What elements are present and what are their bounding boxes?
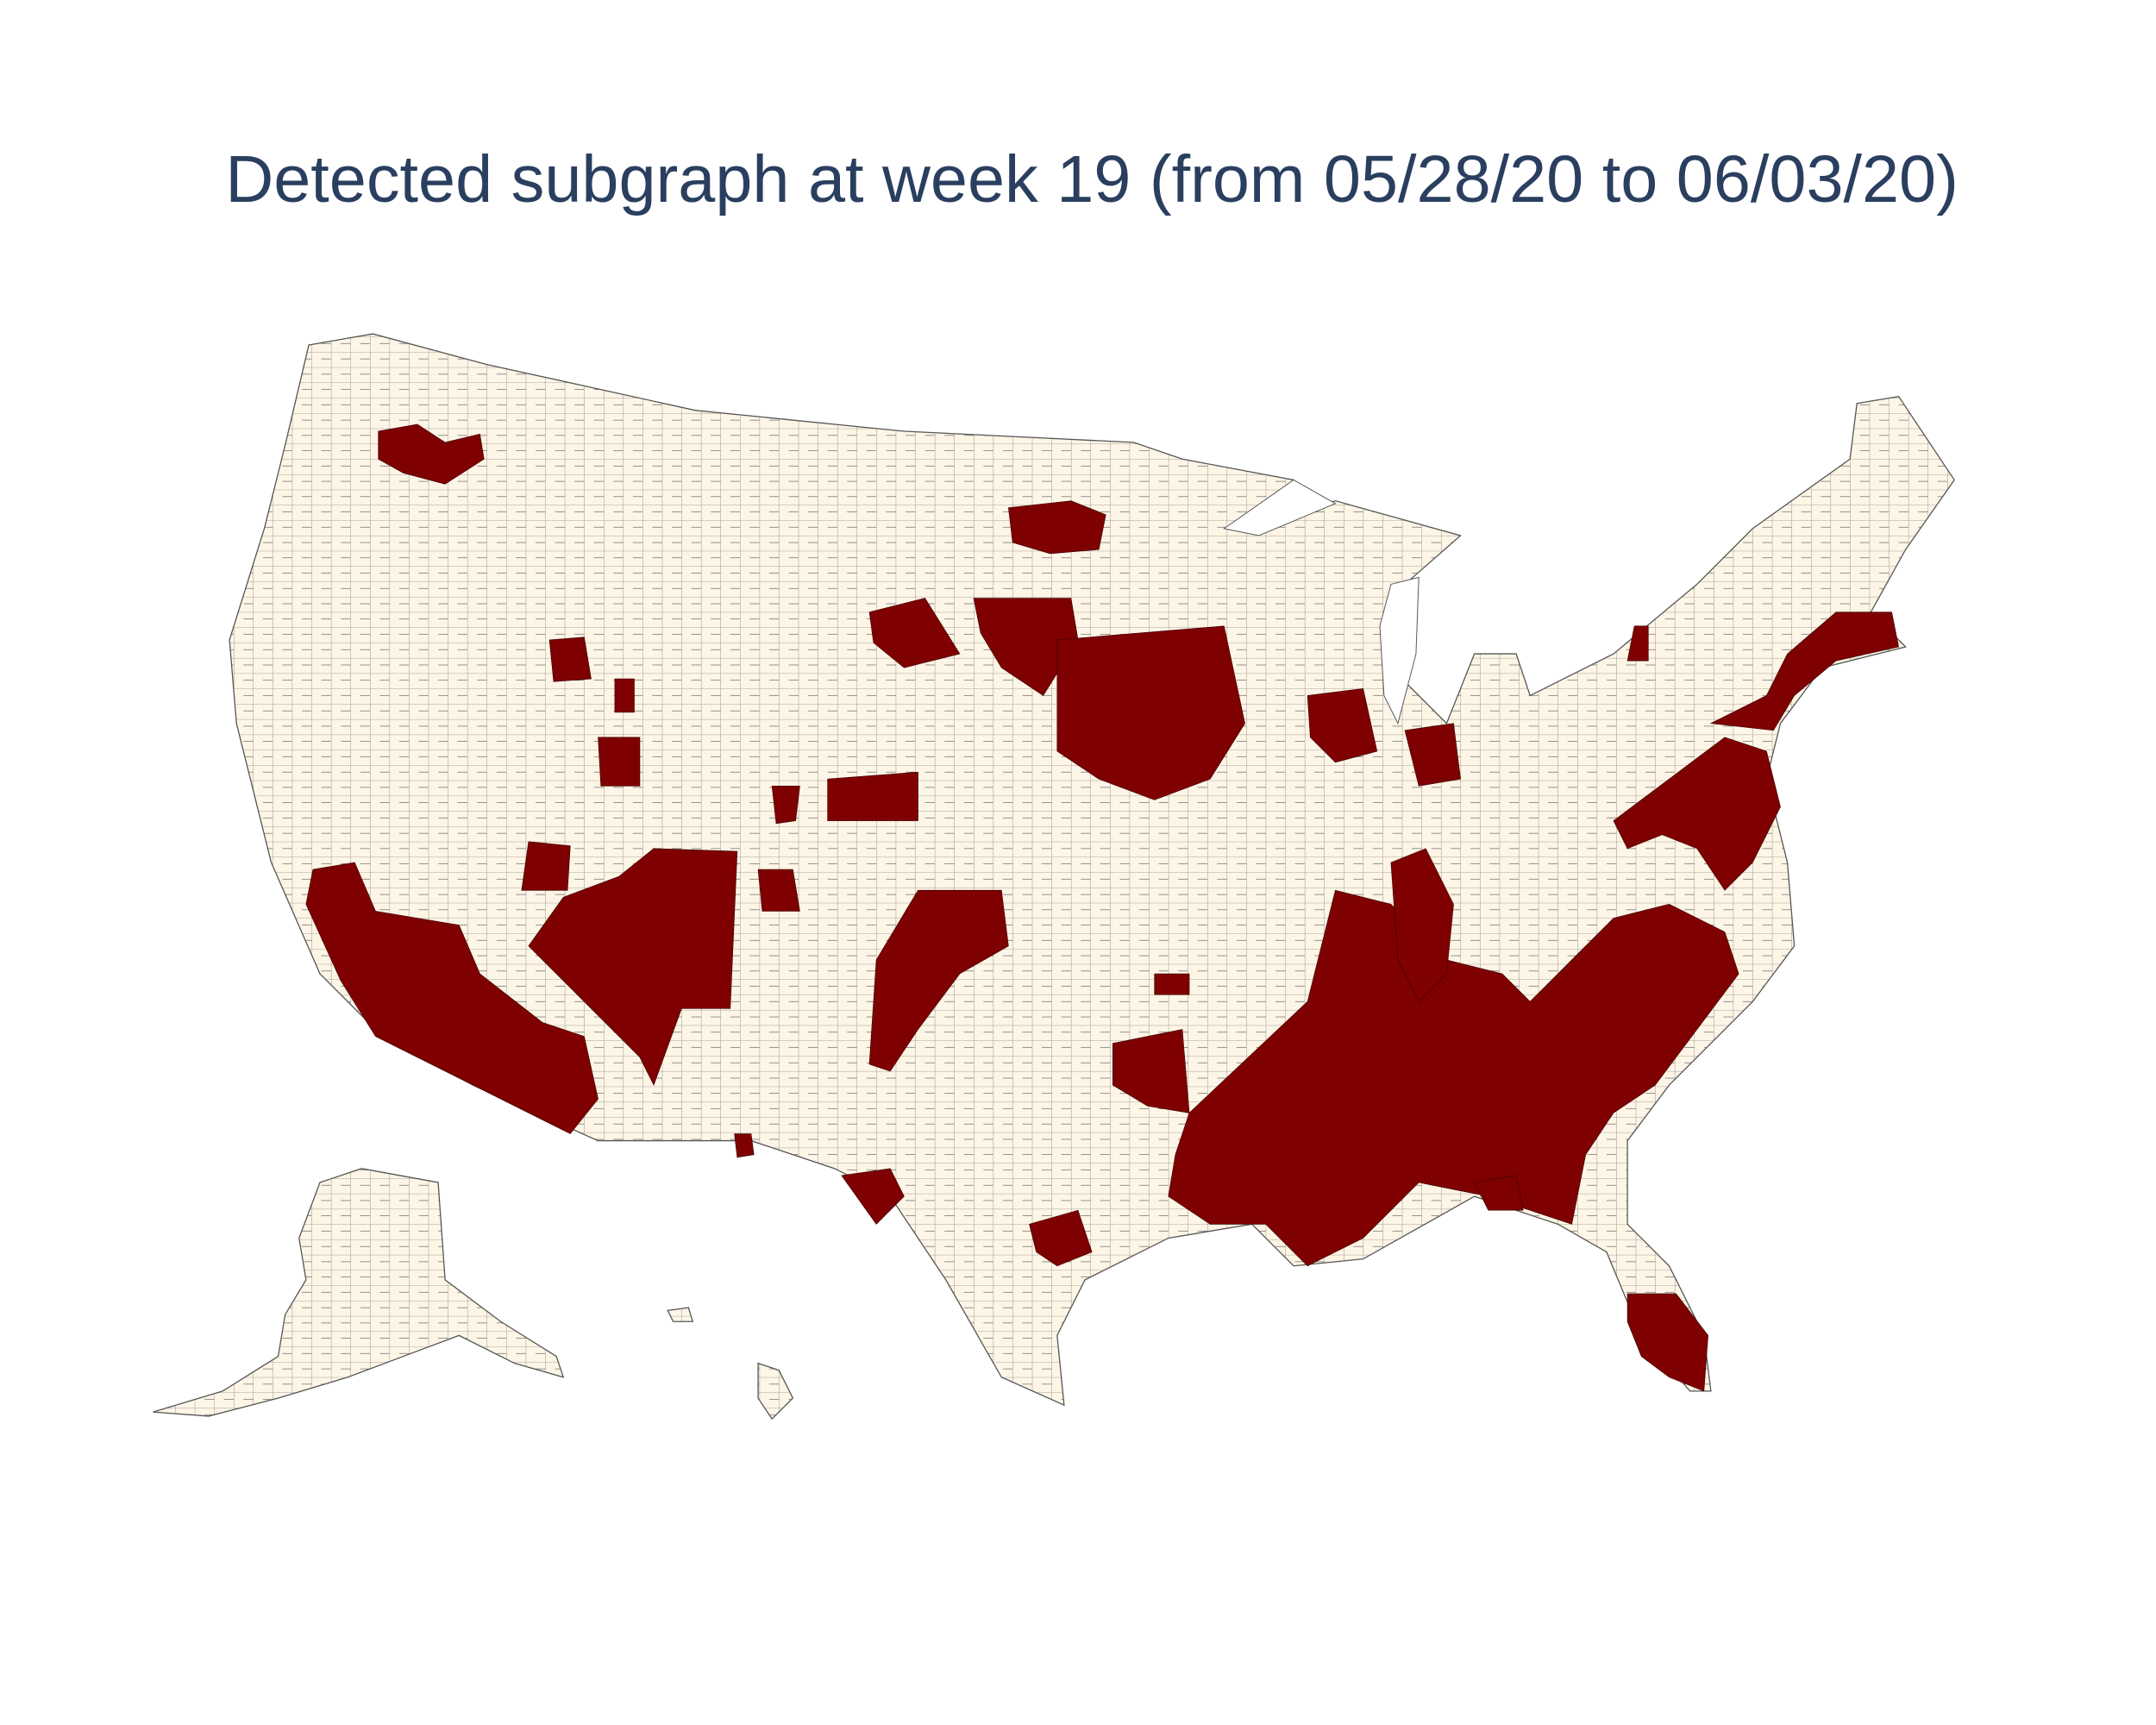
- detected-region: [1007, 500, 1106, 555]
- detected-region: [1709, 612, 1899, 731]
- detected-region: [614, 678, 635, 713]
- detected-region: [598, 737, 641, 787]
- hawaii-islands: [667, 1307, 694, 1322]
- contiguous-us: [229, 333, 1955, 1407]
- detected-region: [1626, 1293, 1708, 1392]
- detected-region: [1307, 688, 1378, 763]
- detected-region: [841, 1168, 905, 1225]
- detected-region: [1626, 625, 1649, 662]
- detected-region: [1390, 848, 1454, 1002]
- detected-region: [1029, 1209, 1093, 1267]
- map-title: Detected subgraph at week 19 (from 05/28…: [225, 142, 1959, 216]
- detected-region: [1056, 625, 1245, 800]
- lake-superior: [1223, 479, 1337, 536]
- alaska: [153, 1168, 565, 1417]
- detected-region: [1474, 1175, 1524, 1211]
- detected-region: [548, 637, 592, 682]
- detected-counties: [305, 423, 1899, 1392]
- detected-region: [1613, 737, 1781, 891]
- detected-region: [1404, 723, 1461, 787]
- detected-region: [1168, 889, 1739, 1267]
- detected-region: [378, 423, 485, 485]
- hawaii: [757, 1362, 794, 1421]
- detected-region: [1112, 1029, 1190, 1113]
- detected-region: [868, 598, 961, 668]
- detected-region: [521, 841, 571, 891]
- lake-michigan: [1379, 576, 1420, 725]
- great-lakes: [1223, 479, 1420, 725]
- detected-region: [528, 848, 738, 1086]
- detected-region: [973, 598, 1079, 696]
- detected-region: [868, 889, 1009, 1072]
- detected-region: [771, 785, 800, 825]
- detected-region: [827, 771, 918, 821]
- detected-region: [1154, 973, 1190, 995]
- detected-region: [305, 862, 599, 1134]
- detected-region: [757, 869, 800, 912]
- detected-region: [734, 1133, 755, 1158]
